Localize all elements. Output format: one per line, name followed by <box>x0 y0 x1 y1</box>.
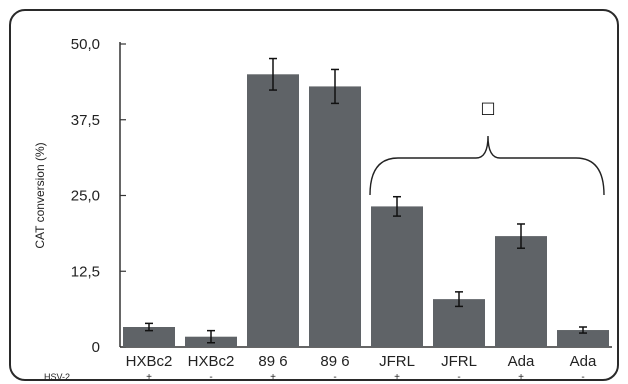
bar <box>247 74 299 348</box>
x-tick-label: JFRL <box>441 353 477 370</box>
group-bracket <box>369 135 605 196</box>
x-tick-label: HXBc2 <box>126 353 173 370</box>
y-tick-label: 50,0 <box>71 36 100 53</box>
y-tick-label: 12,5 <box>71 263 100 280</box>
labels: 0 12,5 25,0 37,5 50,0 CAT conversion (%) HXBc2… <box>33 36 597 383</box>
hsv2-sign: - <box>457 372 460 383</box>
bars <box>123 74 609 348</box>
hsv2-row-label: HSV-2 <box>44 372 70 382</box>
bar <box>123 327 175 347</box>
y-tick-label: 37,5 <box>71 112 100 129</box>
y-axis-label: CAT conversion (%) <box>33 142 47 248</box>
hsv2-sign: + <box>146 372 152 383</box>
hsv2-sign: + <box>518 372 524 383</box>
bar <box>557 330 609 347</box>
annotation: □ <box>369 98 605 196</box>
y-tick-label: 25,0 <box>71 188 100 205</box>
y-tick-label: 0 <box>92 339 100 356</box>
x-tick-label: Ada <box>570 353 597 370</box>
x-tick-label: Ada <box>508 353 535 370</box>
x-tick-label: JFRL <box>379 353 415 370</box>
hsv2-sign: - <box>209 372 212 383</box>
x-tick-label: HXBc2 <box>188 353 235 370</box>
hsv2-sign: - <box>333 372 336 383</box>
error-bars <box>145 57 587 344</box>
hsv2-sign: + <box>270 372 276 383</box>
bar <box>309 86 361 348</box>
bar <box>371 206 423 347</box>
hsv2-sign: - <box>581 372 584 383</box>
x-tick-label: 89 6 <box>258 353 287 370</box>
x-tick-label: 89 6 <box>320 353 349 370</box>
bar <box>495 236 547 347</box>
hsv2-sign: + <box>394 372 400 383</box>
annotation-symbol: □ <box>480 98 495 117</box>
